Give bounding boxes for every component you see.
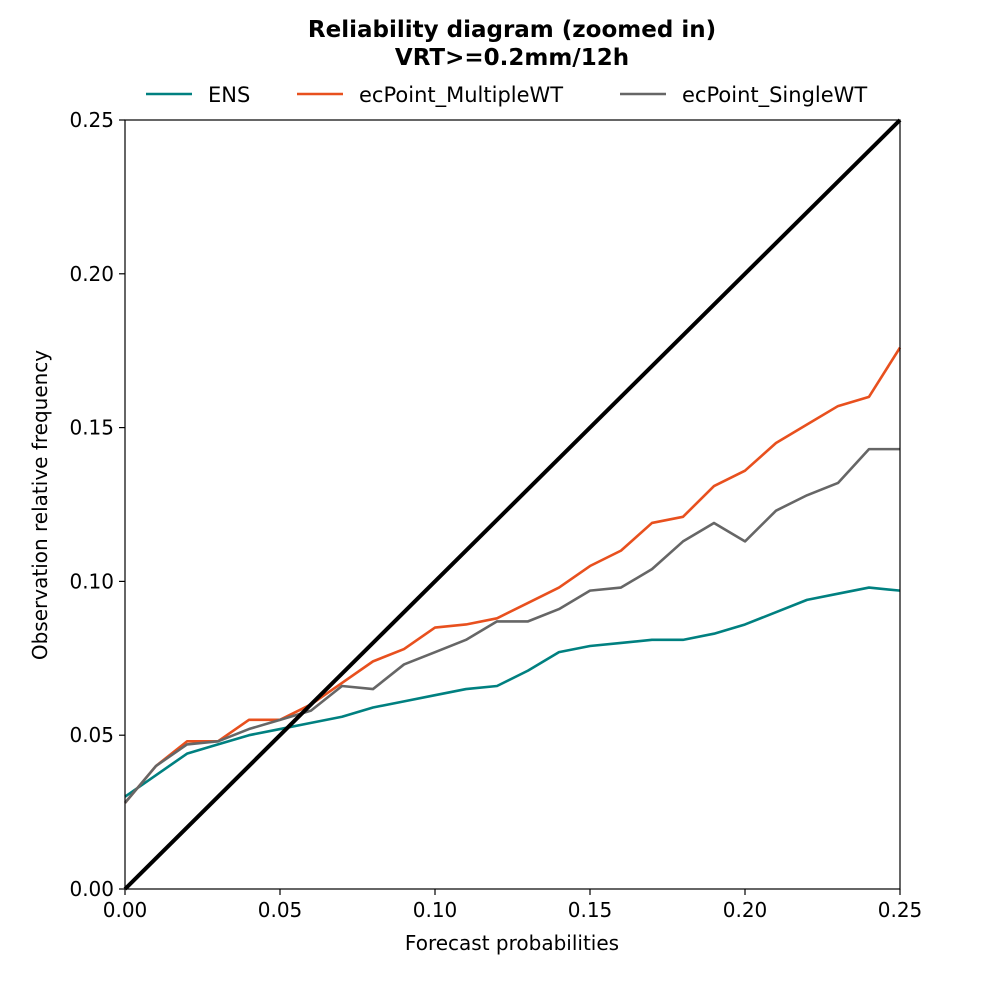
x-tick-label: 0.20 [723, 898, 768, 922]
legend: ENS ecPoint_MultipleWT ecPoint_SingleWT [146, 83, 867, 108]
y-axis-ticks: 0.00 0.05 0.10 0.15 0.20 0.25 [69, 108, 125, 901]
y-tick-label: 0.00 [69, 877, 114, 901]
series-line-ecpoint-singlewt [124, 447, 900, 804]
y-tick-label: 0.20 [69, 262, 114, 286]
x-axis-label: Forecast probabilities [405, 931, 619, 955]
x-tick-label: 0.10 [413, 898, 458, 922]
y-tick-label: 0.25 [69, 108, 114, 132]
y-axis-label: Observation relative frequency [28, 350, 52, 660]
series-line-ecpoint-multiplewt [124, 346, 902, 804]
x-axis-ticks: 0.00 0.05 0.10 0.15 0.20 0.25 [103, 889, 923, 922]
chart-title: Reliability diagram (zoomed in) [308, 17, 716, 43]
x-tick-label: 0.00 [103, 898, 148, 922]
plot-frame [124, 119, 901, 890]
x-tick-label: 0.05 [258, 898, 303, 922]
x-tick-label: 0.25 [878, 898, 923, 922]
plot-lines [123, 118, 902, 891]
y-tick-label: 0.05 [69, 723, 114, 747]
series-line-ens [124, 586, 901, 798]
legend-label: ecPoint_MultipleWT [359, 83, 563, 108]
y-tick-label: 0.10 [69, 569, 114, 593]
x-tick-label: 0.15 [568, 898, 613, 922]
chart-subtitle: VRT>=0.2mm/12h [395, 45, 629, 71]
legend-label: ENS [208, 83, 250, 107]
perfect-reliability-line [123, 118, 902, 891]
legend-label: ecPoint_SingleWT [682, 83, 867, 108]
y-tick-label: 0.15 [69, 416, 114, 440]
